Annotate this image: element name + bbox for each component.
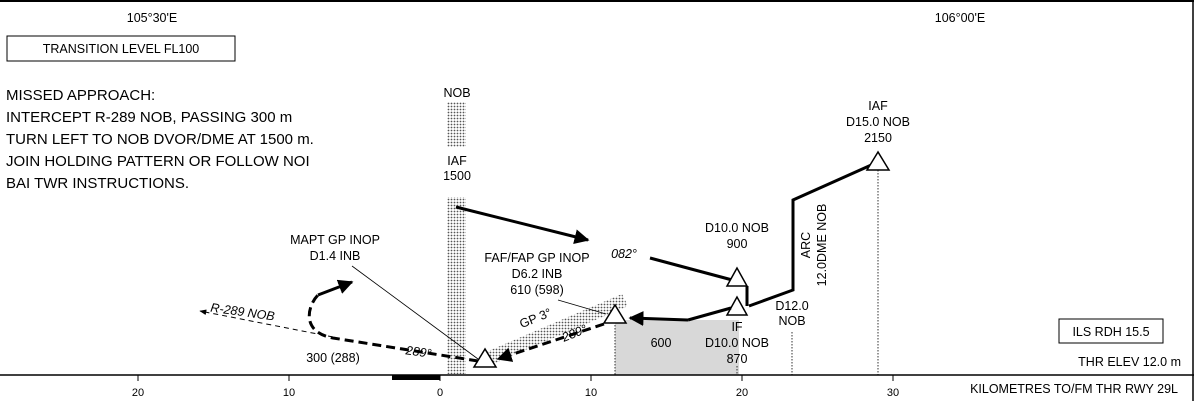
missed-approach-path bbox=[307, 293, 479, 363]
arc-label-1: ARC bbox=[799, 232, 813, 258]
axis-label-10l: 10 bbox=[283, 387, 295, 399]
altitude-area-value: 600 bbox=[651, 336, 672, 350]
missed-approach-line-4: JOIN HOLDING PATTERN OR FOLLOW NOI bbox=[6, 153, 310, 170]
iaf-1500-alt: 1500 bbox=[443, 169, 471, 183]
faf-fix-triangle bbox=[602, 303, 628, 324]
missed-approach-line-3: TURN LEFT TO NOB DVOR/DME AT 1500 m. bbox=[6, 131, 314, 148]
if-dist: D10.0 NOB bbox=[705, 336, 769, 350]
iaf-1500-name: IAF bbox=[447, 154, 467, 168]
ils-rdh-box bbox=[1058, 318, 1164, 344]
axis-label-20l: 20 bbox=[132, 387, 144, 399]
distance-axis: 20 10 0 10 20 30 KILOMETRES TO/FM THR RW… bbox=[132, 375, 1178, 399]
iaf-d15-alt: 2150 bbox=[864, 131, 892, 145]
missed-track-label: 289° bbox=[404, 343, 433, 361]
axis-label-30r: 30 bbox=[887, 387, 899, 399]
axis-title: KILOMETRES TO/FM THR RWY 29L bbox=[970, 382, 1178, 396]
d12-dist: D12.0 bbox=[775, 299, 808, 313]
faf-line-3: 610 (598) bbox=[510, 283, 564, 297]
d10-alt: 900 bbox=[727, 237, 748, 251]
faf-leader bbox=[557, 299, 607, 315]
mapt-fix-triangle bbox=[472, 347, 498, 368]
iaf-d15-dist: D15.0 NOB bbox=[846, 115, 910, 129]
if-name: IF bbox=[731, 320, 742, 334]
missed-approach-line-2: INTERCEPT R-289 NOB, PASSING 300 m bbox=[6, 109, 292, 126]
d10-fix-triangle bbox=[725, 266, 749, 287]
iaf-d15-name: IAF bbox=[868, 99, 888, 113]
glide-path-band bbox=[486, 294, 628, 366]
inbound-track-label: 082° bbox=[611, 247, 637, 261]
missed-approach-line-5: BAI TWR INSTRUCTIONS. bbox=[6, 175, 189, 192]
axis-label-0: 0 bbox=[437, 387, 443, 399]
longitude-left: 105°30'E bbox=[127, 11, 177, 25]
iaf-d15-triangle bbox=[865, 150, 891, 171]
d10-dist: D10.0 NOB bbox=[705, 221, 769, 235]
thr-elev-text: THR ELEV 12.0 m bbox=[1078, 355, 1181, 369]
d12-ref: NOB bbox=[778, 314, 805, 328]
longitude-right: 106°00'E bbox=[935, 11, 985, 25]
inbound-track-continuation bbox=[649, 256, 737, 283]
axis-label-20r: 20 bbox=[736, 387, 748, 399]
mapt-line-1: MAPT GP INOP bbox=[290, 233, 380, 247]
axis-label-10r: 10 bbox=[585, 387, 597, 399]
mapt-leader bbox=[351, 265, 479, 360]
if-alt: 870 bbox=[727, 352, 748, 366]
arc-transition-path bbox=[748, 160, 879, 308]
missed-approach-line-1: MISSED APPROACH: bbox=[6, 87, 155, 104]
nob-column-bottom bbox=[447, 197, 466, 374]
nob-column-top bbox=[447, 102, 466, 147]
altitude-area-box bbox=[615, 320, 739, 375]
faf-line-1: FAF/FAP GP INOP bbox=[484, 251, 589, 265]
nob-label: NOB bbox=[443, 86, 470, 100]
arc-label-2: 12.0DME NOB bbox=[815, 204, 829, 287]
missed-approach-turn-arrow bbox=[317, 279, 354, 297]
if-to-faf-arrow bbox=[628, 310, 689, 326]
ils-rdh-text: ILS RDH 15.5 bbox=[1072, 325, 1149, 339]
inbound-track-arrow bbox=[455, 205, 590, 245]
radial-289-arrow bbox=[199, 309, 334, 338]
missed-approach-altitude: 300 (288) bbox=[306, 351, 360, 365]
transition-level-text: TRANSITION LEVEL FL100 bbox=[43, 42, 200, 56]
if-to-faf-line bbox=[687, 306, 732, 322]
runway-bar bbox=[392, 375, 440, 380]
radial-289-label: R-289 NOB bbox=[210, 301, 276, 324]
if-fix-triangle bbox=[725, 295, 749, 316]
transition-level-box bbox=[6, 35, 236, 62]
mapt-line-2: D1.4 INB bbox=[310, 249, 361, 263]
missed-approach-text: MISSED APPROACH: INTERCEPT R-289 NOB, PA… bbox=[6, 87, 314, 192]
faf-line-2: D6.2 INB bbox=[512, 267, 563, 281]
final-approach-arrow bbox=[496, 322, 605, 362]
